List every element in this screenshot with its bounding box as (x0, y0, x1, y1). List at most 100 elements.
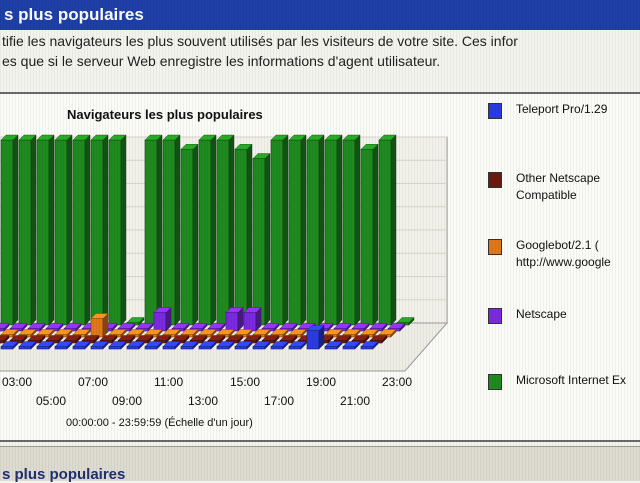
bar-top (90, 134, 109, 141)
bar (360, 148, 374, 326)
bar-top (54, 134, 73, 141)
bar (306, 139, 320, 326)
bar (144, 139, 158, 326)
next-section-title: s plus populaires (2, 466, 126, 483)
legend-swatch (488, 239, 502, 255)
bar-top (387, 323, 406, 329)
bar-top (36, 329, 55, 335)
bar-top (171, 335, 190, 341)
description-line-2: es que si le serveur Web enregistre les … (2, 53, 441, 69)
bar-top (108, 134, 127, 141)
bar-top (198, 341, 217, 347)
bar-top (180, 341, 199, 347)
bar-top (90, 313, 109, 319)
bar (342, 346, 356, 350)
legend-label: Other Netscape Compatible (516, 171, 601, 202)
bar (216, 139, 230, 326)
section-title: s plus populaires (4, 5, 144, 24)
bar-side (156, 134, 163, 326)
bar-top (54, 341, 73, 347)
bar-top (63, 323, 82, 329)
bar-top (63, 335, 82, 341)
bar-top (9, 335, 28, 341)
bar-top (0, 329, 19, 335)
bar (36, 346, 50, 350)
bar-top (144, 341, 163, 347)
bar (243, 312, 257, 332)
bar-top (18, 134, 37, 141)
legend-swatch (488, 308, 502, 324)
x-tick-label: 19:00 (306, 375, 337, 389)
bar-top (72, 341, 91, 347)
bar-side (30, 134, 37, 326)
bar-top (324, 329, 343, 335)
bar-top (126, 317, 145, 323)
bar-side (12, 134, 19, 326)
bar-top (153, 335, 172, 341)
x-tick-label: 17:00 (264, 394, 295, 408)
bar-top (144, 329, 163, 335)
bar (90, 139, 104, 326)
chart-title: Navigateurs les plus populaires (67, 107, 263, 122)
bar (0, 340, 5, 344)
bar-top (288, 341, 307, 347)
bar-side (282, 134, 289, 326)
bar-top (225, 335, 244, 341)
bar-top (180, 329, 199, 335)
legend-swatch (488, 172, 502, 188)
bar-side (120, 134, 127, 326)
bar-top (360, 341, 379, 347)
bar-top (369, 335, 388, 341)
bar-top (225, 307, 244, 313)
legend-label: Netscape (516, 307, 567, 321)
bar-side (390, 134, 397, 326)
bar-top (333, 335, 352, 341)
bar-top (378, 134, 397, 141)
bar-side (354, 134, 361, 326)
bar-side (48, 134, 55, 326)
bar (162, 346, 176, 350)
bar-top (396, 317, 415, 323)
bar-side (66, 134, 73, 326)
bar-top (153, 307, 172, 313)
bar (270, 139, 284, 326)
bar (270, 346, 284, 350)
bar-top (135, 323, 154, 329)
bar (18, 346, 32, 350)
bar-top (162, 134, 181, 141)
bar (144, 346, 158, 350)
bar-side (300, 134, 307, 326)
bar-top (306, 134, 325, 141)
x-tick-label: 23:00 (382, 375, 413, 389)
bar (306, 330, 320, 350)
bar-side (228, 134, 235, 326)
legend-label: Googlebot/2.1 ( http://www.google (516, 238, 611, 269)
bar (234, 148, 248, 326)
bar-top (288, 329, 307, 335)
bar-top (135, 335, 154, 341)
bar (198, 346, 212, 350)
bar-top (306, 325, 325, 331)
bar-top (279, 323, 298, 329)
x-tick-label: 07:00 (78, 375, 109, 389)
browser-bar-chart (0, 134, 449, 372)
bar-top (45, 323, 64, 329)
bar-top (351, 323, 370, 329)
bar (0, 139, 14, 326)
bar-top (108, 341, 127, 347)
bar (126, 346, 140, 350)
bar-top (18, 329, 37, 335)
bar-top (126, 329, 145, 335)
bar-top (45, 335, 64, 341)
bar-top (360, 144, 379, 150)
bar-side (264, 153, 271, 326)
bar-top (207, 323, 226, 329)
bar-top (261, 335, 280, 341)
bar-top (72, 329, 91, 335)
bar (180, 346, 194, 350)
x-tick-label: 11:00 (154, 375, 184, 389)
bar-top (198, 134, 217, 141)
x-tick-label: 15:00 (230, 375, 261, 389)
bar-side (336, 134, 343, 326)
bar (36, 139, 50, 326)
